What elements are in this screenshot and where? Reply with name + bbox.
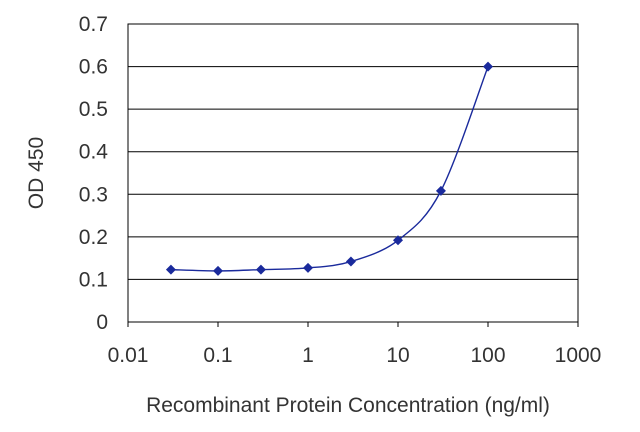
gridlines <box>128 66 578 280</box>
y-tick-label: 0.4 <box>79 141 109 164</box>
x-tick-label: 1 <box>302 344 314 367</box>
data-point <box>255 264 266 275</box>
y-tick-label: 0.2 <box>79 226 108 249</box>
y-tick-label: 0.1 <box>79 268 108 291</box>
data-point <box>303 262 313 273</box>
x-tick-label: 0.1 <box>203 344 232 367</box>
y-tick-label: 0 <box>96 311 108 334</box>
plot-area <box>127 23 579 323</box>
y-tick-labels: 0 0.1 0.2 0.3 0.4 0.5 0.6 0.7 <box>79 13 109 334</box>
y-tick-label: 0.7 <box>79 13 108 36</box>
data-point <box>435 185 446 196</box>
y-axis-title: OD 450 <box>25 137 48 209</box>
x-tick-label: 100 <box>470 344 505 367</box>
x-tick-labels: 0.01 0.1 1 10 100 1000 <box>108 322 602 367</box>
x-tick-label: 1000 <box>555 344 602 367</box>
x-axis-title: Recombinant Protein Concentration (ng/ml… <box>146 394 550 417</box>
series-layer <box>165 61 493 276</box>
y-tick-label: 0.6 <box>79 56 108 79</box>
data-point <box>345 256 356 267</box>
data-point <box>483 61 493 72</box>
y-tick-label: 0.3 <box>79 183 108 206</box>
series-line <box>170 66 489 272</box>
data-point <box>213 265 223 276</box>
x-tick-label: 10 <box>386 344 409 367</box>
y-tick-label: 0.5 <box>79 98 108 121</box>
x-tick-label: 0.01 <box>108 344 149 367</box>
data-point <box>393 235 403 246</box>
data-point <box>165 264 176 275</box>
